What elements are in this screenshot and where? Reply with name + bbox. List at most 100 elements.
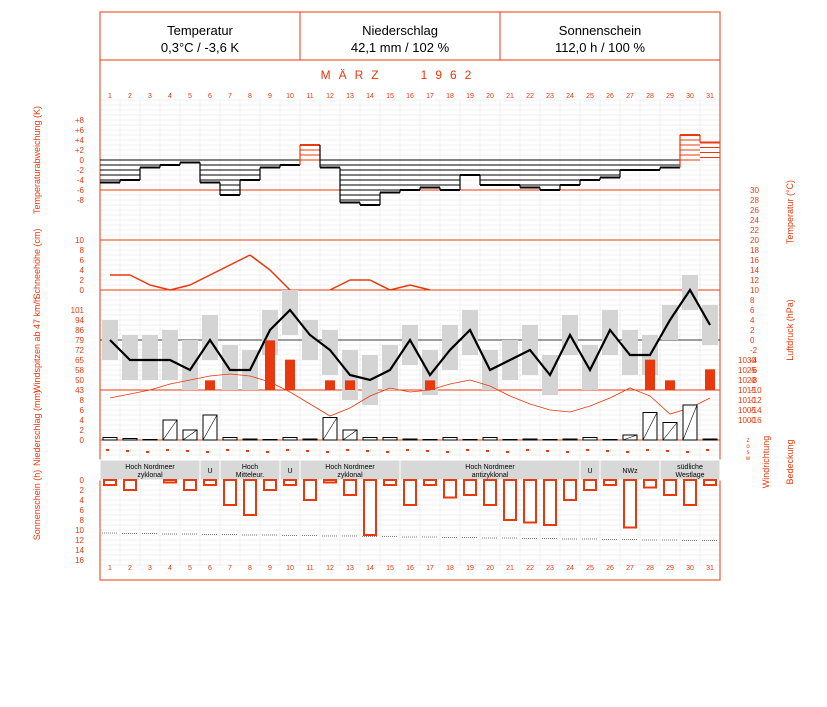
wind-dir-mark xyxy=(546,450,549,452)
temp-tick: 24 xyxy=(750,216,759,225)
wind-dir-mark xyxy=(486,450,489,452)
weather-type-label: Hoch Nordmeer xyxy=(465,464,515,471)
precip-bar xyxy=(362,437,378,441)
wind-dir-mark xyxy=(606,450,609,452)
precip-bar xyxy=(702,438,718,441)
snow-line xyxy=(329,279,351,291)
temp-title: Temperatur xyxy=(167,23,233,38)
day-label: 3 xyxy=(148,565,152,572)
temp-tick: -6 xyxy=(750,366,758,375)
temp-tick: 10 xyxy=(750,286,759,295)
sunshine-bar xyxy=(323,479,337,484)
precip-bar xyxy=(402,438,418,441)
sunshine-bar xyxy=(583,479,597,491)
weather-type-label: U xyxy=(287,468,292,475)
day-label: 22 xyxy=(526,93,534,100)
precip-bar xyxy=(542,439,558,441)
precip-tick: 4 xyxy=(80,416,85,425)
pressure-tick: 1020 xyxy=(738,376,756,385)
temp-dev-tick: -6 xyxy=(77,186,85,195)
day-label: 5 xyxy=(188,93,192,100)
precip-bar xyxy=(222,437,238,441)
sunshine-bar xyxy=(483,479,497,506)
wind-dir-mark xyxy=(406,449,409,451)
day-label: 9 xyxy=(268,93,272,100)
temp-tick: 4 xyxy=(750,316,755,325)
precip-bar xyxy=(422,439,438,441)
sunshine-bar xyxy=(663,479,677,496)
wind-dir-tick: o xyxy=(746,444,750,450)
temp-range-bar xyxy=(142,335,158,380)
precip-hatch xyxy=(182,429,198,441)
temp-range-bar xyxy=(122,335,138,380)
snow-line xyxy=(389,284,411,291)
day-label: 13 xyxy=(346,93,354,100)
wind-dir-mark xyxy=(186,450,189,452)
sunshine-bar xyxy=(363,479,377,536)
precip-hatch xyxy=(202,414,218,441)
wind-dir-tick: s xyxy=(747,450,750,456)
precip-tick: 8 xyxy=(80,396,85,405)
wind-dir-mark xyxy=(446,451,449,453)
day-label: 28 xyxy=(646,565,654,572)
precip-tick: 2 xyxy=(80,426,85,435)
temp-tick: 16 xyxy=(750,256,759,265)
sunshine-bar xyxy=(543,479,557,526)
precip-bar xyxy=(562,438,578,441)
wind-dir-tick: w xyxy=(745,456,751,462)
pressure-line xyxy=(109,373,711,417)
day-label: 19 xyxy=(466,93,474,100)
pressure-tick: 1005 xyxy=(738,406,756,415)
wind-dir-mark xyxy=(246,450,249,452)
precip-bar xyxy=(302,438,318,441)
wind-dir-mark xyxy=(666,450,669,452)
day-label: 24 xyxy=(566,565,574,572)
wind-dir-mark xyxy=(526,449,529,451)
wind-dir-tick: z xyxy=(747,438,750,444)
temp-tick: -14 xyxy=(750,406,762,415)
temp-dev-tick: +8 xyxy=(75,116,85,125)
sunshine-bar xyxy=(343,479,357,496)
day-label: 2 xyxy=(128,565,132,572)
day-label: 18 xyxy=(446,93,454,100)
day-label: 5 xyxy=(188,565,192,572)
day-label: 4 xyxy=(168,565,172,572)
day-label: 20 xyxy=(486,93,494,100)
sun-title: Sonnenschein xyxy=(559,23,641,38)
sunshine-bar xyxy=(183,479,197,491)
label-precip: Niederschlag (mm) xyxy=(32,390,42,466)
day-label: 26 xyxy=(606,93,614,100)
wind-dir-mark xyxy=(506,451,509,453)
day-label: 15 xyxy=(386,565,394,572)
sunshine-bar xyxy=(163,479,177,484)
wind-dir-mark xyxy=(426,450,429,452)
gust-tick: 58 xyxy=(75,366,84,375)
temp-range-bar xyxy=(402,325,418,365)
wind-dir-mark xyxy=(206,451,209,453)
label-sun: Sonnenschein (h) xyxy=(32,470,42,541)
sun-tick: 0 xyxy=(80,476,85,485)
day-label: 7 xyxy=(228,93,232,100)
temp-dev-tick: -4 xyxy=(77,176,85,185)
wind-dir-mark xyxy=(326,451,329,453)
temp-range-bar xyxy=(322,330,338,375)
sun-tick: 4 xyxy=(80,496,85,505)
gust-bar xyxy=(345,380,355,390)
wind-dir-mark xyxy=(646,449,649,451)
wind-dir-mark xyxy=(266,451,269,453)
wind-dir-mark xyxy=(226,449,229,451)
sunshine-bar xyxy=(243,479,257,516)
sunshine-bar xyxy=(283,479,297,486)
day-label: 25 xyxy=(586,565,594,572)
pressure-tick: 1025 xyxy=(738,366,756,375)
gust-bar xyxy=(665,380,675,390)
axes: +8+6+4+20-2-4-6-830282624222018161412108… xyxy=(71,116,762,565)
sunshine-bar xyxy=(703,479,717,486)
day-label: 12 xyxy=(326,565,334,572)
temp-tick: 8 xyxy=(750,296,755,305)
temp-range-bar xyxy=(602,310,618,355)
marks: Hoch NordmeerzyklonalUHochMitteleur.UHoc… xyxy=(99,134,721,541)
label-wind-dir: Windrichtung xyxy=(761,436,771,489)
temp-dev-tick: +2 xyxy=(75,146,85,155)
precip-bar xyxy=(482,437,498,441)
